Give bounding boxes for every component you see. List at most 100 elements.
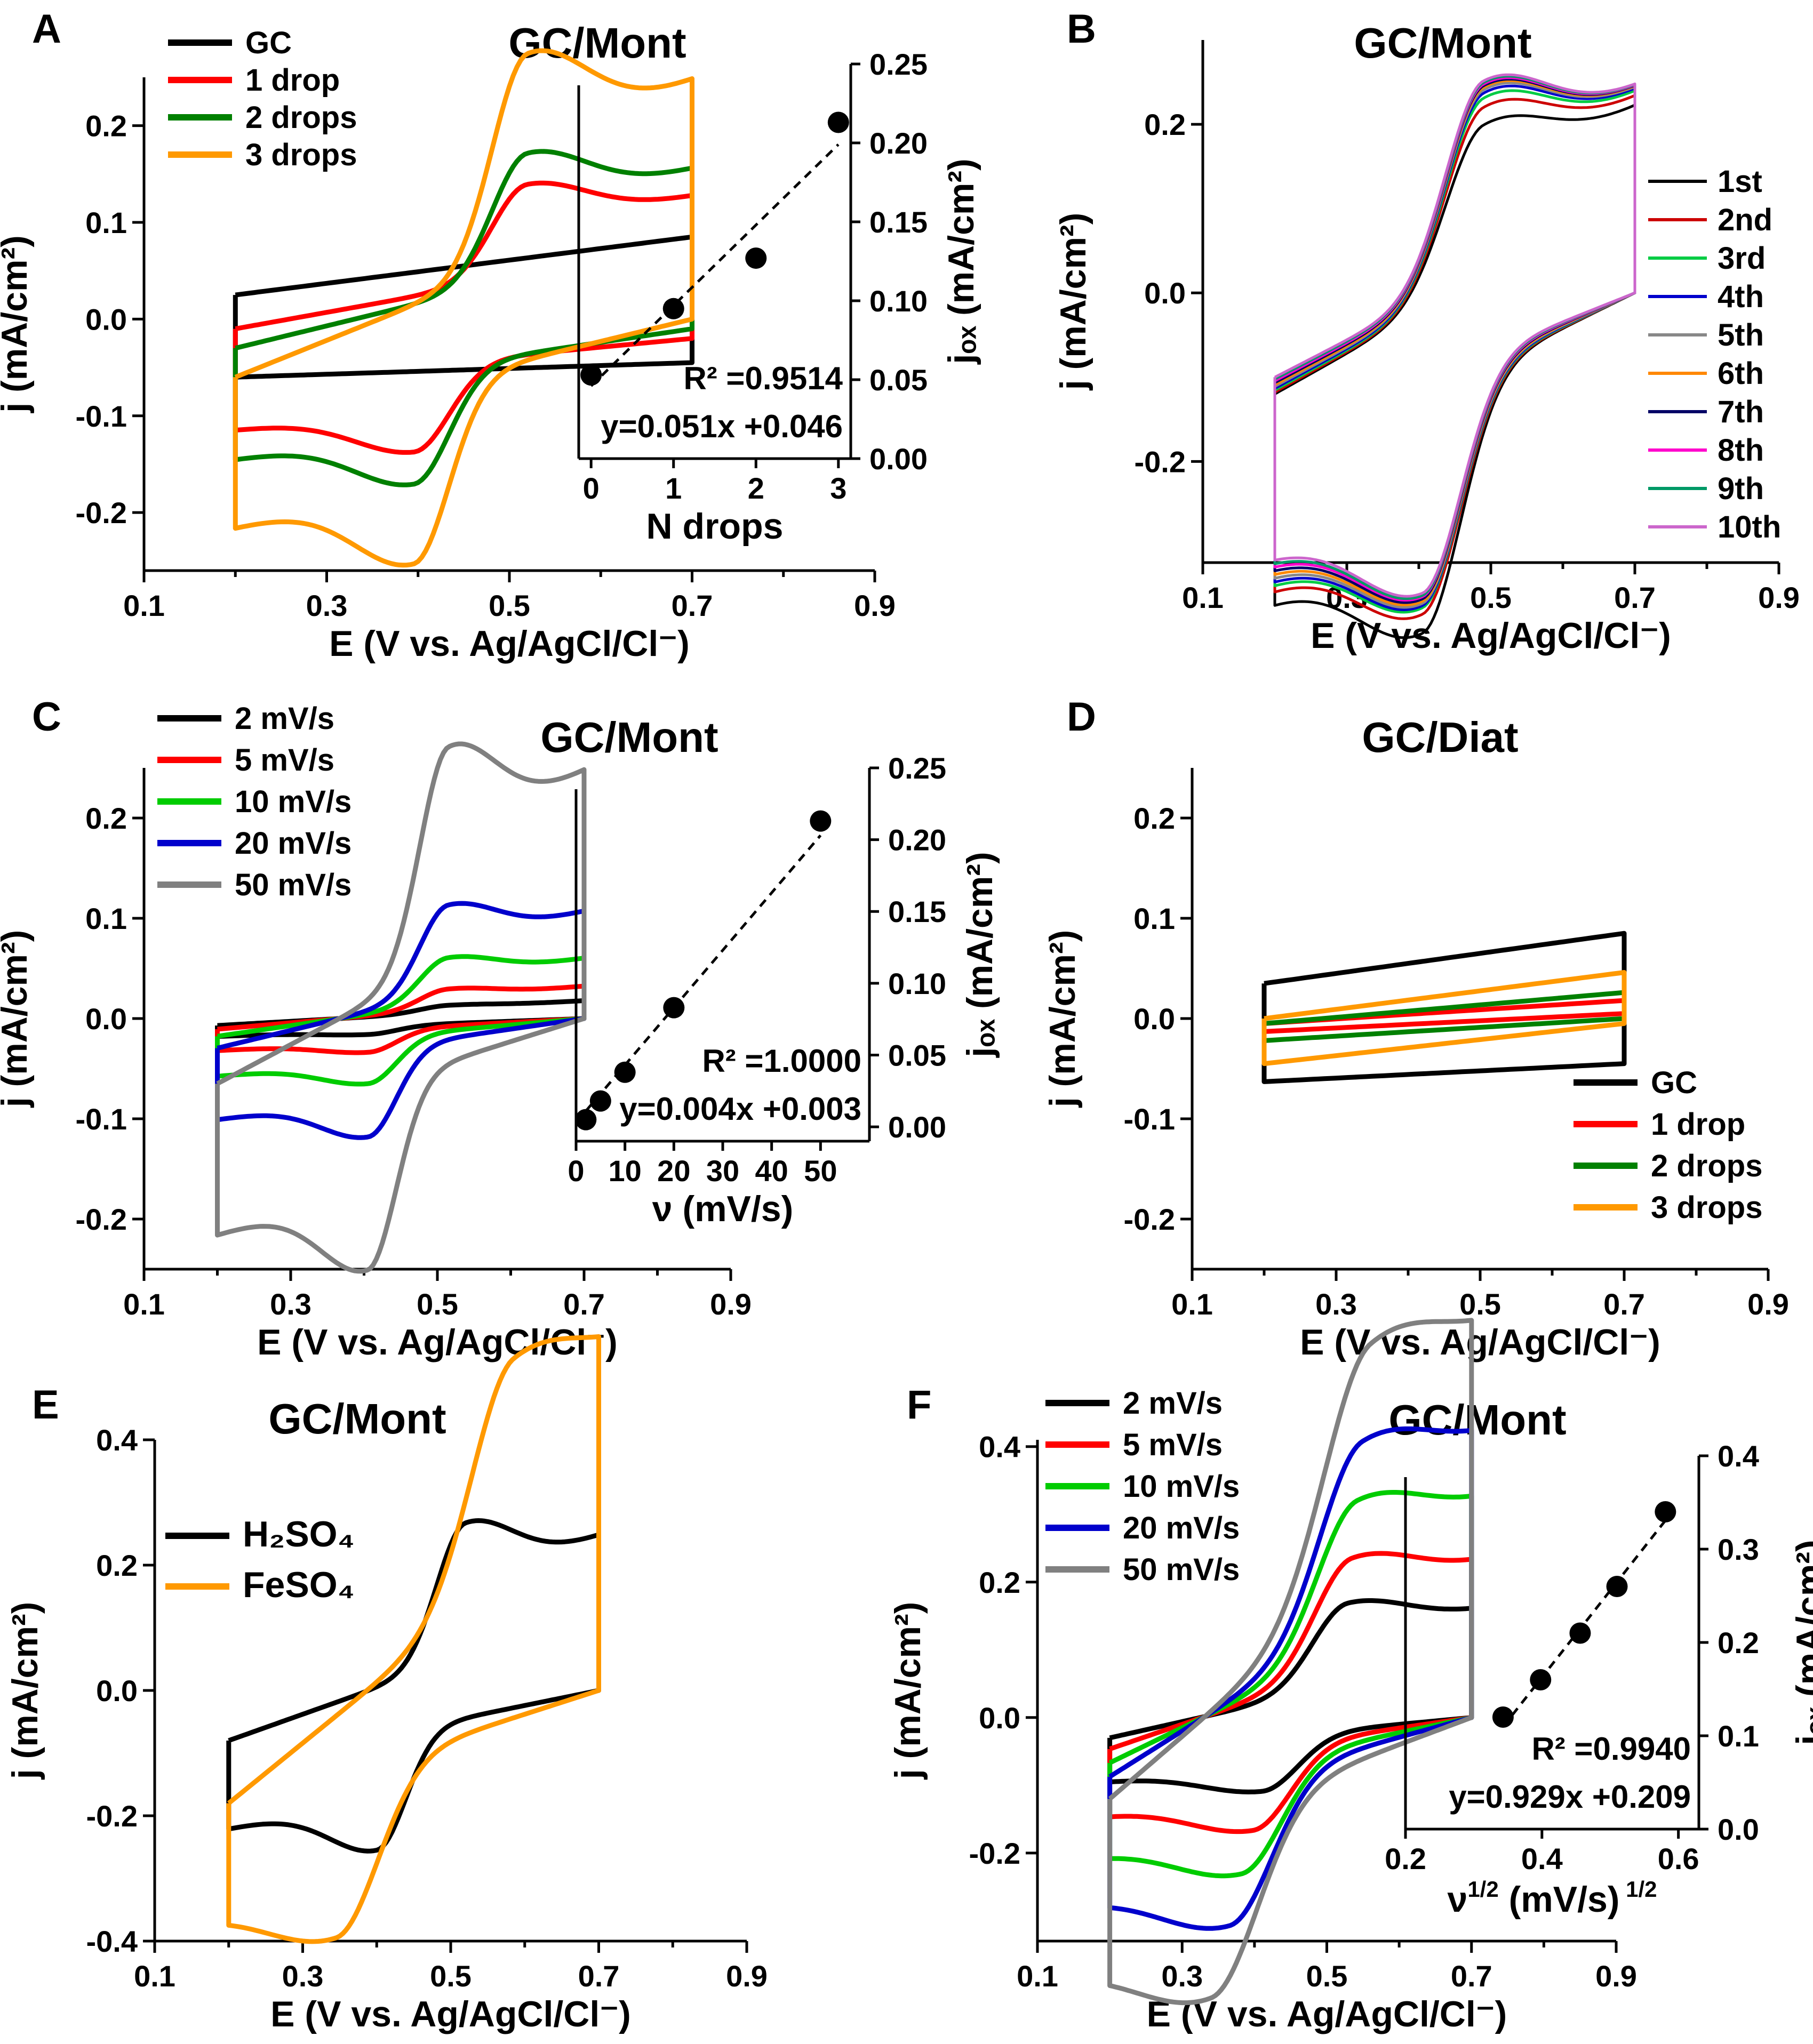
legend-label-C: 2 mV/s — [235, 701, 334, 736]
panel-E-x-tick-label: 0.5 — [430, 1959, 472, 1993]
panel-F-x-tick-label: 0.3 — [1161, 1959, 1203, 1993]
inset-y-tick-label: 0.10 — [869, 284, 928, 318]
panel-title-E: GC/Mont — [268, 1395, 446, 1442]
inset-x-tick-label: 0 — [583, 471, 600, 505]
cv-curve-A-1 — [233, 180, 694, 455]
inset-data-point-A — [745, 247, 767, 269]
inset-data-point-A — [580, 364, 602, 386]
inset-x-tick-label: 40 — [755, 1154, 788, 1188]
panel-F-y-axis-label: j (mA/cm²) — [888, 1602, 928, 1780]
inset-x-axis-label-A: N drops — [646, 506, 784, 547]
inset-y-tick-label: 0.00 — [888, 1110, 946, 1144]
inset-x-axis-label-sup2: 1/2 — [1619, 1877, 1657, 1902]
panel-A-x-tick-label: 0.9 — [854, 589, 896, 622]
panel-C-x-tick-label: 0.1 — [123, 1287, 165, 1321]
inset-x-tick-label: 50 — [804, 1154, 837, 1188]
inset-F: 0.2 0.4 0.6 0.0 0.1 0.2 0.3 0.4 R² =0.9940 y=0.92… — [1385, 1439, 1813, 1920]
inset-data-point-C — [614, 1061, 636, 1083]
panel-B-x-tick-label: 0.1 — [1182, 581, 1224, 614]
cv-curve-C-4 — [215, 741, 587, 1274]
legend-label-B: 6th — [1718, 356, 1764, 391]
panel-A-y-tick-label: 0.1 — [85, 206, 127, 239]
cv-curve-D-0 — [1261, 931, 1627, 1084]
panel-F-x-tick-label: 0.7 — [1451, 1959, 1492, 1993]
panel-B-y-tick-label: -0.2 — [1135, 445, 1186, 478]
panel-D-x-tick-label: 0.1 — [1171, 1287, 1213, 1321]
inset-x-tick-label: 30 — [706, 1154, 739, 1188]
panel-E-x-axis-label: E (V vs. Ag/AgCl/Cl⁻) — [270, 1994, 631, 2034]
cv-curve-F-4 — [1107, 1318, 1474, 2006]
inset-data-point-C — [589, 1090, 611, 1112]
panel-E-x-tick-label: 0.9 — [726, 1959, 768, 1993]
legend-label-F: 5 mV/s — [1123, 1428, 1223, 1462]
inset-data-point-C — [810, 810, 832, 832]
legend-label-B: 9th — [1718, 471, 1764, 506]
legend-label-F: 50 mV/s — [1123, 1552, 1240, 1587]
inset-x-tick-label: 10 — [609, 1154, 642, 1188]
panel-A-y-tick-label: 0.2 — [85, 109, 127, 143]
inset-y-tick-label: 0.25 — [888, 751, 946, 785]
panel-E-y-tick-label: -0.4 — [86, 1925, 138, 1958]
panel-C-x-tick-label: 0.3 — [270, 1287, 312, 1321]
panel-B-y-tick-label: 0.2 — [1144, 108, 1186, 141]
panel-E: E GC/Mont 0.1 0.3 0.5 0.7 0.9 -0.4 -0.2 0.0 0.2 0.4… — [5, 1334, 768, 2034]
inset-y-tick-label: 0.20 — [888, 823, 946, 857]
legend-label-B: 3rd — [1718, 241, 1766, 276]
panel-C-x-tick-label: 0.7 — [563, 1287, 605, 1321]
legend-label-B: 1st — [1718, 164, 1762, 199]
panel-C-y-tick-label: 0.0 — [85, 1002, 127, 1036]
panel-D-y-tick-label: -0.1 — [1124, 1102, 1176, 1136]
panel-E-x-tick-label: 0.7 — [578, 1959, 620, 1993]
panel-C-y-axis-label: j (mA/cm²) — [0, 930, 35, 1108]
inset-x-axis-label-rest: (mV/s) — [1499, 1879, 1620, 1920]
inset-y-tick-label: 0.05 — [888, 1038, 946, 1072]
panel-A-y-tick-label: -0.2 — [76, 496, 127, 530]
panel-E-y-tick-label: 0.4 — [96, 1423, 138, 1457]
panel-F-x-tick-label: 0.9 — [1595, 1959, 1637, 1993]
panel-A-y-tick-label: 0.0 — [85, 302, 127, 336]
inset-x-tick-label: 0.6 — [1658, 1842, 1699, 1875]
panel-D-x-tick-label: 0.7 — [1603, 1287, 1645, 1321]
inset-data-point-A — [662, 298, 684, 319]
inset-y-axis-label-A: jₒₓ (mA/cm²) — [941, 158, 981, 365]
panel-F-y-tick-label: -0.2 — [969, 1837, 1021, 1870]
panel-title-D: GC/Diat — [1362, 714, 1518, 761]
inset-r2-F: R² =0.9940 — [1531, 1731, 1691, 1767]
inset-y-tick-label: 0.15 — [888, 895, 946, 928]
inset-x-tick-label: 3 — [830, 471, 846, 505]
panel-C-y-tick-label: -0.2 — [76, 1203, 127, 1236]
inset-x-tick-label: 1 — [665, 471, 682, 505]
panel-label-E: E — [32, 1382, 59, 1428]
inset-y-tick-label: 0.0 — [1718, 1813, 1759, 1846]
panel-B-x-axis-label: E (V vs. Ag/AgCl/Cl⁻) — [1311, 615, 1671, 656]
panel-A-x-tick-label: 0.3 — [306, 589, 348, 622]
panel-D-y-axis-label: j (mA/cm²) — [1042, 930, 1083, 1108]
panel-B-x-tick-label: 0.9 — [1758, 581, 1800, 614]
panel-D-x-tick-label: 0.5 — [1459, 1287, 1501, 1321]
inset-r2-C: R² =1.0000 — [702, 1043, 861, 1079]
panel-C-x-axis-label: E (V vs. Ag/AgCl/Cl⁻) — [257, 1322, 618, 1362]
panel-D-y-tick-label: -0.2 — [1124, 1203, 1176, 1236]
inset-r2-A: R² =0.9514 — [683, 360, 843, 396]
panel-F-y-tick-label: 0.0 — [979, 1701, 1020, 1735]
legend-label-D: GC — [1651, 1065, 1697, 1100]
legend-label-F: 20 mV/s — [1123, 1511, 1240, 1545]
panel-title-A: GC/Mont — [508, 19, 686, 67]
cv-curve-B-0 — [1273, 103, 1636, 639]
panel-D-x-tick-label: 0.3 — [1315, 1287, 1357, 1321]
inset-x-tick-label: 20 — [657, 1154, 690, 1188]
inset-data-point-C — [575, 1109, 597, 1131]
legend-label-F: 10 mV/s — [1123, 1469, 1240, 1504]
inset-y-tick-label: 0.00 — [869, 442, 928, 476]
panel-E-y-axis-label: j (mA/cm²) — [5, 1602, 45, 1780]
legend-label-B: 7th — [1718, 395, 1764, 429]
legend-label-B: 5th — [1718, 318, 1764, 352]
legend-label-D: 2 drops — [1651, 1149, 1763, 1183]
inset-y-tick-label: 0.3 — [1718, 1533, 1759, 1566]
legend-label-A: GC — [245, 26, 292, 60]
panel-label-B: B — [1067, 6, 1096, 52]
panel-B-x-tick-label: 0.7 — [1614, 581, 1656, 614]
legend-label-B: 10th — [1718, 510, 1781, 544]
panel-F: F GC/Mont 0.1 0.3 0.5 0.7 0.9 -0.2 0.0 0.2 0.4 E (V… — [888, 1318, 1813, 2034]
panel-F-y-tick-label: 0.2 — [979, 1566, 1020, 1599]
